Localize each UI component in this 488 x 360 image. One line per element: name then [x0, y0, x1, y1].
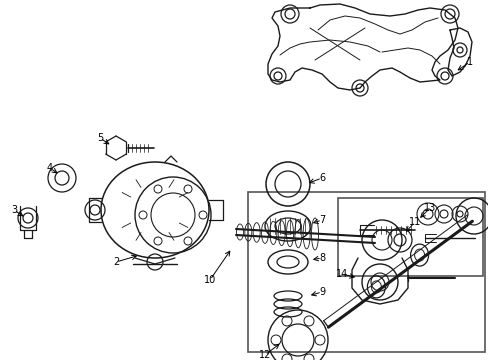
Bar	[247, 192, 484, 352]
Text: 11: 11	[408, 217, 420, 227]
Text: 9: 9	[318, 287, 325, 297]
Text: 7: 7	[318, 215, 325, 225]
Text: 3: 3	[11, 205, 17, 215]
Text: 1: 1	[466, 57, 472, 67]
Text: 13: 13	[423, 203, 435, 213]
Text: 2: 2	[113, 257, 119, 267]
Text: 5: 5	[97, 133, 103, 143]
Text: 4: 4	[47, 163, 53, 173]
Text: 10: 10	[203, 275, 216, 285]
Text: 8: 8	[318, 253, 325, 263]
Text: 12: 12	[258, 350, 271, 360]
Bar	[337, 198, 482, 276]
Text: 14: 14	[335, 269, 347, 279]
Text: 6: 6	[318, 173, 325, 183]
